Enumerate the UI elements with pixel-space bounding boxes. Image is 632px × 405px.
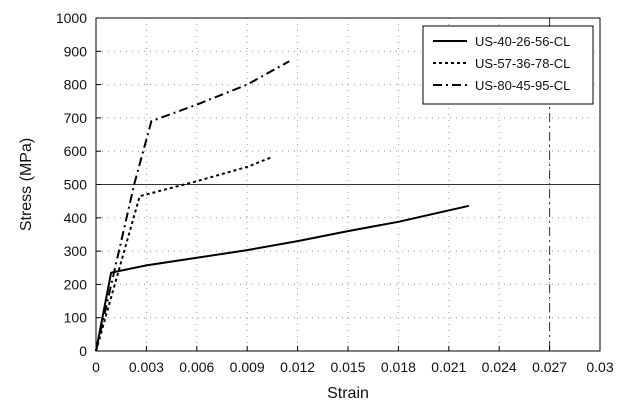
x-tick-label: 0.012 — [280, 359, 315, 375]
x-tick-label: 0.015 — [330, 359, 365, 375]
y-tick-label: 800 — [64, 77, 88, 93]
y-axis-title: Stress (MPa) — [18, 138, 35, 231]
legend: US-40-26-56-CL US-57-36-78-CL US-80-45-95-… — [422, 25, 594, 105]
tick-labels: 0 0.003 0.006 0.009 0.012 0.015 0.018 0.021 0.02… — [56, 10, 614, 375]
series-line-2 — [95, 155, 273, 352]
y-tick-label: 700 — [64, 110, 88, 126]
y-tick-label: 300 — [64, 243, 88, 259]
x-tick-label: 0.024 — [482, 359, 517, 375]
x-axis-title: Strain — [327, 385, 369, 402]
y-tick-label: 100 — [64, 310, 88, 326]
y-tick-label: 1000 — [56, 10, 87, 26]
tick-layer — [95, 17, 601, 352]
y-tick-label: 500 — [64, 177, 88, 193]
series-line-3 — [95, 60, 290, 352]
reference-lines — [96, 18, 600, 351]
x-tick-label: 0.021 — [431, 359, 466, 375]
series-layer — [95, 60, 470, 352]
y-tick-label: 900 — [64, 43, 88, 59]
y-tick-label: 600 — [64, 143, 88, 159]
legend-label-2: US-57-36-78-CL — [475, 56, 570, 71]
y-tick-label: 400 — [64, 210, 88, 226]
x-tick-label: 0 — [92, 359, 100, 375]
x-tick-label: 0.009 — [230, 359, 265, 375]
series-line-1 — [95, 204, 470, 352]
legend-box — [422, 25, 594, 105]
x-tick-label: 0.006 — [179, 359, 214, 375]
x-tick-label: 0.027 — [532, 359, 567, 375]
x-tick-label: 0.003 — [129, 359, 164, 375]
legend-label-3: US-80-45-95-CL — [475, 78, 570, 93]
legend-label-1: US-40-26-56-CL — [475, 34, 570, 49]
x-tick-label: 0.03 — [586, 359, 613, 375]
y-tick-label: 200 — [64, 276, 88, 292]
y-tick-label: 0 — [79, 343, 87, 359]
x-tick-label: 0.018 — [381, 359, 416, 375]
